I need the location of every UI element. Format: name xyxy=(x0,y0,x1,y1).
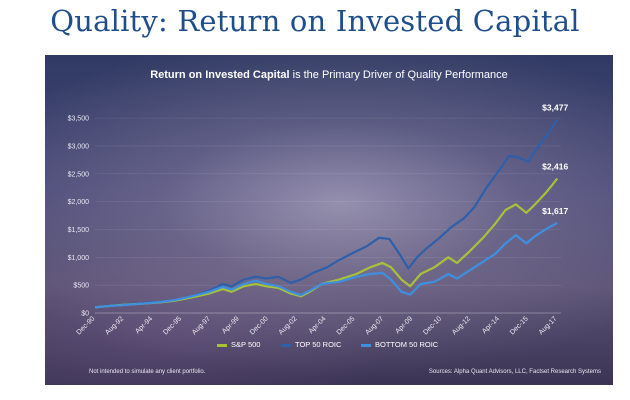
y-tick-label: $0 xyxy=(81,311,89,318)
end-label: $3,477 xyxy=(542,102,568,112)
x-tick-label: Dec-00 xyxy=(249,315,270,336)
y-tick-label: $1,500 xyxy=(68,227,90,234)
line-chart: $0 $500 $1,000 $1,500 $2,000 $2,500 $3,000 $3,5… xyxy=(68,102,569,349)
chart-title-rest: is the Primary Driver of Quality Perform… xyxy=(289,69,508,81)
chart-title-bold: Return on Invested Capital xyxy=(150,69,290,81)
x-tick-label: Aug-92 xyxy=(104,315,125,336)
x-tick-label: Dec-90 xyxy=(75,315,96,336)
gridlines xyxy=(95,117,561,314)
x-tick-label: Aug-97 xyxy=(191,315,212,336)
series-line-s-p-500 xyxy=(94,177,559,309)
x-tick-label: Aug-02 xyxy=(278,315,299,336)
y-tick-label: $500 xyxy=(73,283,89,290)
chart-panel: Return on Invested Capital is the Primar… xyxy=(45,55,613,385)
end-label: $1,617 xyxy=(542,206,568,216)
legend-swatch xyxy=(361,344,371,347)
source-note: Sources: Alpha Quant Advisors, LLC, Fact… xyxy=(428,369,601,375)
x-tick-label: Apr-04 xyxy=(308,315,328,335)
y-tick-label: $2,500 xyxy=(68,171,90,178)
x-tick-label: Apr-09 xyxy=(394,315,414,335)
end-labels: $2,416 $3,477 $1,617 xyxy=(542,102,568,216)
x-tick-label: Dec-10 xyxy=(422,315,443,336)
series-line-bottom-50-roic xyxy=(94,222,558,309)
y-tick-label: $3,000 xyxy=(68,143,90,150)
x-tick-label: Aug-07 xyxy=(364,315,385,336)
x-tick-label: Aug-12 xyxy=(451,315,472,336)
legend-swatch xyxy=(281,344,291,347)
x-tick-label: Apr-99 xyxy=(221,315,241,335)
y-tick-label: $2,000 xyxy=(68,199,90,206)
legend-label: TOP 50 ROIC xyxy=(295,340,342,349)
chart-title: Return on Invested Capital is the Primar… xyxy=(45,69,613,81)
series-lines xyxy=(94,118,559,309)
x-tick-label: Dec-95 xyxy=(162,315,183,336)
end-label: $2,416 xyxy=(542,161,568,171)
legend-label: BOTTOM 50 ROIC xyxy=(375,340,439,349)
y-axis-ticks: $0 $500 $1,000 $1,500 $2,000 $2,500 $3,000 $3,5… xyxy=(68,116,90,318)
x-tick-label: Aug-17 xyxy=(538,315,559,336)
series-line-top-50-roic xyxy=(94,118,559,309)
x-tick-label: Apr-14 xyxy=(481,315,501,335)
footnote: Not intended to simulate any client port… xyxy=(89,369,206,375)
x-tick-label: Apr-94 xyxy=(134,315,154,335)
x-tick-label: Dec-05 xyxy=(336,315,357,336)
chart-legend: S&P 500 TOP 50 ROIC BOTTOM 50 ROIC xyxy=(217,340,439,349)
slide-title: Quality: Return on Invested Capital xyxy=(50,4,580,38)
x-tick-label: Dec-15 xyxy=(509,315,530,336)
y-tick-label: $3,500 xyxy=(68,116,90,123)
legend-label: S&P 500 xyxy=(231,340,260,349)
legend-swatch xyxy=(217,344,227,347)
x-axis-ticks: Dec-90 Aug-92 Apr-94 Dec-95 Aug-97 Apr-99 Dec-… xyxy=(75,315,558,336)
y-tick-label: $1,000 xyxy=(68,255,90,262)
